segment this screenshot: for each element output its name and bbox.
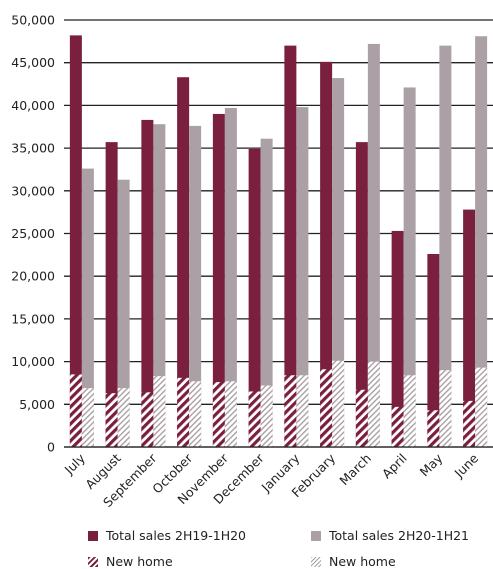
bar-chart: 0 5,000 10,000 15,000 20,000 25,000 30,000 35,0…	[11, 13, 493, 510]
x-tick-label: June	[451, 450, 482, 481]
legend-swatch	[311, 556, 321, 567]
bar-new-home-2h20	[439, 370, 452, 447]
bar-total-2h20	[475, 36, 488, 447]
bar-total-2h20	[189, 125, 202, 448]
legend-item-new-home-2h19: New home	[88, 554, 173, 569]
bar-new-home-2h19	[105, 393, 118, 447]
legend-label: New home	[106, 554, 173, 569]
bar-total-2h19	[212, 113, 225, 447]
bar-new-home-2h19	[463, 400, 476, 447]
bar-new-home-2h20	[153, 376, 166, 447]
bar-new-home-2h20	[117, 388, 130, 447]
bar-new-home-2h20	[332, 360, 345, 447]
bar-new-home-2h20	[189, 381, 202, 447]
y-tick-label: 20,000	[11, 269, 55, 284]
y-tick-label: 35,000	[11, 141, 55, 156]
bar-new-home-2h19	[248, 391, 261, 447]
chart-legend: Total sales 2H19-1H20 Total sales 2H20-1…	[0, 520, 493, 569]
bar-new-home-2h19	[427, 410, 440, 447]
bar-total-2h19	[177, 77, 190, 447]
bar-new-home-2h20	[81, 388, 94, 447]
bar-total-2h19	[248, 148, 261, 448]
x-tick-label: March	[336, 451, 374, 489]
x-tick-label: July	[61, 450, 89, 478]
bar-total-2h20	[260, 138, 273, 447]
bar-new-home-2h20	[403, 375, 416, 447]
y-tick-label: 10,000	[11, 354, 55, 369]
legend-item-total-2h19: Total sales 2H19-1H20	[88, 528, 246, 543]
bar-total-2h19	[427, 253, 440, 447]
legend-swatch	[88, 556, 98, 567]
x-tick-label: April	[379, 451, 410, 482]
y-tick-label: 30,000	[11, 183, 55, 198]
legend-label: Total sales 2H19-1H20	[106, 528, 247, 543]
bar-new-home-2h19	[391, 406, 404, 447]
bar-total-2h19	[320, 61, 333, 447]
legend-item-total-2h20: Total sales 2H20-1H21	[311, 528, 469, 543]
bar-new-home-2h19	[177, 377, 190, 447]
bar-new-home-2h20	[296, 375, 309, 447]
bar-new-home-2h19	[320, 369, 333, 447]
y-tick-label: 50,000	[11, 13, 55, 28]
y-tick-label: 25,000	[11, 226, 55, 241]
bar-total-2h20	[117, 179, 130, 447]
bar-total-2h19	[141, 119, 154, 447]
legend-swatch	[88, 530, 98, 541]
bar-new-home-2h20	[367, 361, 380, 447]
bar-total-2h20	[224, 107, 237, 447]
legend-label: New home	[329, 554, 396, 569]
bar-new-home-2h19	[212, 382, 225, 447]
y-tick-label: 40,000	[11, 98, 55, 113]
bar-total-2h19	[355, 142, 368, 447]
y-tick-label: 5,000	[19, 397, 55, 412]
bar-total-2h20	[153, 124, 166, 448]
y-tick-label: 45,000	[11, 55, 55, 70]
bar-total-2h19	[69, 35, 82, 447]
bar-new-home-2h20	[260, 385, 273, 447]
bar-total-2h20	[296, 107, 309, 447]
bar-total-2h20	[367, 43, 380, 448]
bar-new-home-2h19	[141, 392, 154, 447]
bar-new-home-2h20	[475, 367, 488, 447]
legend-swatch	[311, 530, 321, 541]
bar-new-home-2h19	[355, 389, 368, 447]
bar-total-2h19	[105, 142, 118, 447]
x-tick-label: May	[417, 450, 446, 479]
bar-new-home-2h19	[69, 374, 82, 447]
bar-total-2h19	[391, 230, 404, 447]
y-tick-label: 0	[47, 440, 55, 455]
bar-total-2h20	[332, 78, 345, 448]
legend-label: Total sales 2H20-1H21	[329, 528, 470, 543]
bar-total-2h20	[81, 168, 94, 447]
bar-total-2h20	[403, 87, 416, 447]
bar-total-2h20	[439, 45, 452, 448]
bar-new-home-2h19	[284, 375, 297, 447]
bar-total-2h19	[284, 45, 297, 448]
bar-total-2h19	[463, 209, 476, 447]
bar-new-home-2h20	[224, 381, 237, 447]
legend-item-new-home-2h20: New home	[311, 554, 396, 569]
y-tick-label: 15,000	[11, 311, 55, 326]
